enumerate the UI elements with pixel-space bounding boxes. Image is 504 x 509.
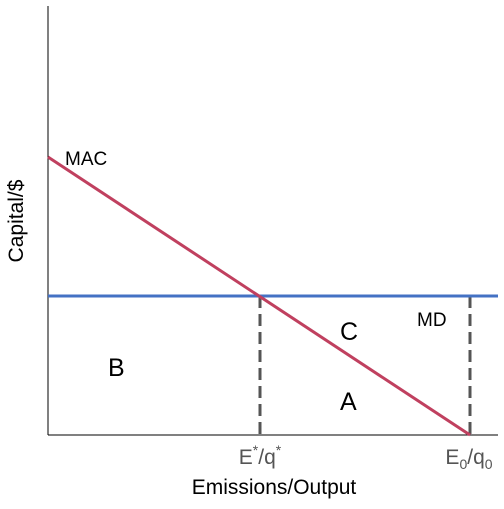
tick-e-star-second: q [264,446,276,469]
tick-label-e-star: E*/q* [239,442,282,469]
tick-e-zero-second: q [473,446,485,469]
mac-label: MAC [65,149,107,170]
region-label-a: A [340,388,357,416]
tick-e-star-sup2: * [276,442,282,458]
mac-curve [47,155,471,437]
tick-label-e-zero: E0/q0 [445,446,492,472]
tick-e-zero-sub: 0 [459,456,467,472]
tick-e-star-sup: * [253,442,259,458]
tick-e-zero-sep: / [467,446,473,469]
tick-e-star-main: E [239,446,253,469]
x-axis-label: Emissions/Output [192,476,357,499]
region-label-c: C [340,318,358,346]
tick-e-zero-main: E [445,446,459,469]
y-axis-label: Capital/$ [5,179,28,262]
tick-e-star-sep: / [258,446,264,469]
tick-e-zero-sub2: 0 [485,456,493,472]
md-label: MD [417,310,447,331]
region-label-b: B [108,354,125,382]
